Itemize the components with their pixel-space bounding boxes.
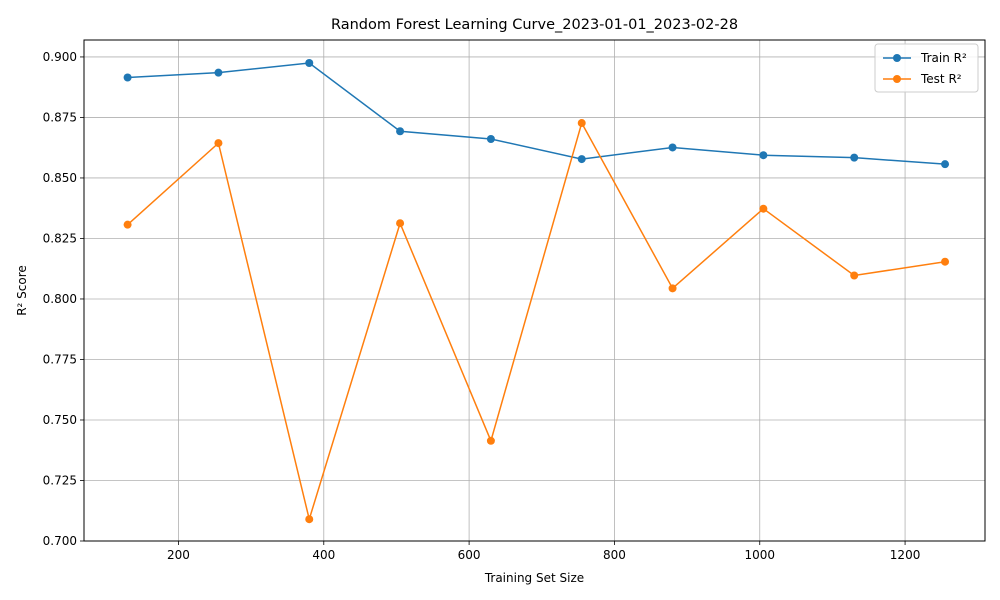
x-axis-ticks: 200 400 600 800 1000 1200 (167, 541, 920, 562)
legend-marker (893, 75, 901, 83)
y-tick-label: 0.700 (43, 534, 77, 548)
legend-marker (893, 54, 901, 62)
y-tick-label: 0.800 (43, 292, 77, 306)
data-point (577, 119, 586, 128)
y-tick-label: 0.750 (43, 413, 77, 427)
data-point (396, 127, 405, 136)
data-point (214, 139, 223, 148)
y-tick-label: 0.725 (43, 473, 77, 487)
x-axis-label: Training Set Size (484, 571, 584, 585)
data-point (123, 73, 132, 82)
data-point (668, 143, 677, 152)
legend-label: Train R² (920, 51, 967, 65)
series-line (127, 62, 946, 165)
data-point (850, 271, 859, 280)
plot-frame (83, 39, 986, 542)
legend-item: Test R² (883, 72, 962, 86)
legend-item: Train R² (883, 51, 967, 65)
data-point (668, 284, 677, 293)
series-test (123, 119, 950, 524)
data-point (941, 160, 950, 169)
x-tick-label: 400 (312, 548, 335, 562)
y-axis-ticks: 0.700 0.725 0.750 0.775 0.800 0.825 0.850 0.875… (43, 50, 84, 548)
data-point (486, 134, 495, 143)
legend: Train R² Test R² (874, 43, 979, 93)
series-layer (123, 58, 950, 524)
chart-title: Random Forest Learning Curve_2023-01-01_… (331, 17, 738, 33)
data-point (486, 436, 495, 445)
x-tick-label: 1200 (890, 548, 921, 562)
grid-lines (84, 40, 985, 542)
data-point (759, 204, 768, 213)
series-line (127, 121, 946, 523)
y-tick-label: 0.850 (43, 171, 77, 185)
data-point (214, 68, 223, 77)
data-point (123, 220, 132, 229)
data-point (305, 515, 314, 524)
x-tick-label: 1000 (744, 548, 775, 562)
data-point (396, 219, 405, 228)
x-tick-label: 600 (458, 548, 481, 562)
data-point (577, 155, 586, 164)
y-tick-label: 0.900 (43, 50, 77, 64)
data-point (759, 151, 768, 160)
y-tick-label: 0.825 (43, 231, 77, 245)
y-axis-label: R² Score (15, 265, 29, 316)
series-train (123, 58, 950, 169)
legend-label: Test R² (920, 72, 962, 86)
x-tick-label: 200 (167, 548, 190, 562)
y-tick-label: 0.875 (43, 110, 77, 124)
y-tick-label: 0.775 (43, 352, 77, 366)
data-point (941, 257, 950, 266)
data-point (305, 58, 314, 67)
data-point (850, 153, 859, 162)
x-tick-label: 800 (603, 548, 626, 562)
